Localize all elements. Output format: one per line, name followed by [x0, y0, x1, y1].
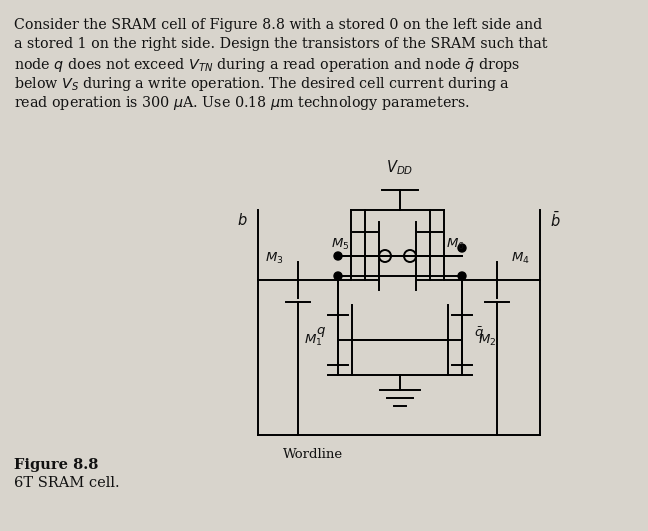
- Text: $M_3$: $M_3$: [266, 251, 284, 266]
- Text: $b$: $b$: [237, 212, 248, 228]
- Text: node $q$ does not exceed $V_{TN}$ during a read operation and node $\bar{q}$ dro: node $q$ does not exceed $V_{TN}$ during…: [14, 56, 520, 74]
- Text: below $V_S$ during a write operation. The desired cell current during a: below $V_S$ during a write operation. Th…: [14, 75, 510, 93]
- Circle shape: [334, 272, 342, 280]
- Text: $M_4$: $M_4$: [511, 251, 530, 266]
- Circle shape: [458, 272, 466, 280]
- Text: $q$: $q$: [316, 325, 326, 339]
- Text: $V_{DD}$: $V_{DD}$: [386, 159, 413, 177]
- Text: $M_1$: $M_1$: [303, 332, 322, 348]
- Text: Figure 8.8: Figure 8.8: [14, 458, 98, 472]
- Text: Wordline: Wordline: [283, 448, 343, 461]
- Circle shape: [458, 244, 466, 252]
- Text: $\bar{q}$: $\bar{q}$: [474, 325, 484, 341]
- Text: $M_6$: $M_6$: [446, 237, 465, 252]
- Text: a stored 1 on the right side. Design the transistors of the SRAM such that: a stored 1 on the right side. Design the…: [14, 37, 548, 51]
- Text: Consider the SRAM cell of Figure 8.8 with a stored 0 on the left side and: Consider the SRAM cell of Figure 8.8 wit…: [14, 18, 542, 32]
- Text: $M_2$: $M_2$: [478, 332, 496, 348]
- Text: 6T SRAM cell.: 6T SRAM cell.: [14, 476, 120, 490]
- Text: read operation is 300 $\mu$A. Use 0.18 $\mu$m technology parameters.: read operation is 300 $\mu$A. Use 0.18 $…: [14, 94, 470, 112]
- Circle shape: [334, 252, 342, 260]
- Text: $\bar{b}$: $\bar{b}$: [550, 210, 561, 229]
- Text: $M_5$: $M_5$: [330, 237, 349, 252]
